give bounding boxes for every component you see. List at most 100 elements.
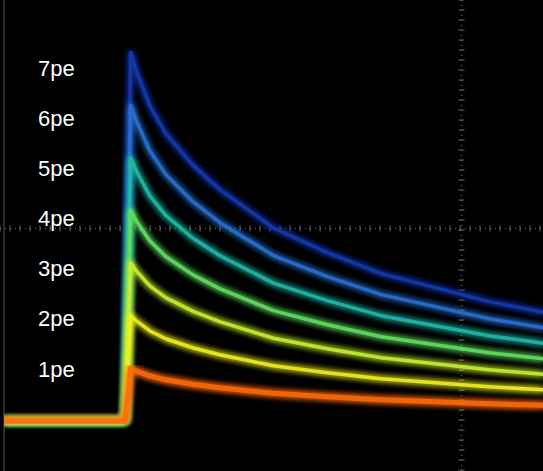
trace [4,210,543,420]
graticule-tick [459,140,465,141]
graticule-tick [410,225,411,231]
graticule-tick [210,225,211,231]
graticule-tick [459,470,465,471]
graticule-tick [470,225,471,231]
graticule [0,0,543,471]
graticule-tick [370,225,371,231]
graticule-tick [459,40,465,41]
graticule-tick [459,170,465,171]
graticule-tick [459,360,465,361]
graticule-tick [459,90,465,91]
graticule-tick [360,225,361,231]
graticule-tick [459,390,465,391]
graticule-tick [459,0,465,1]
graticule-tick [540,225,541,231]
graticule-tick [400,225,401,231]
graticule-tick [290,225,291,231]
graticule-tick [459,340,465,341]
y-tick-label: 3pe [38,256,75,281]
graticule-tick [520,225,521,231]
y-tick-label: 5pe [38,156,75,181]
graticule-tick [459,200,465,201]
graticule-tick [0,225,1,231]
graticule-tick [459,130,465,131]
graticule-tick [459,210,465,211]
graticule-tick [459,70,465,71]
graticule-tick [500,225,501,231]
graticule-tick [459,420,465,421]
graticule-tick [420,225,421,231]
y-tick-label: 1pe [38,357,75,382]
graticule-tick [459,270,465,271]
graticule-tick [260,225,261,231]
trace [4,263,543,421]
graticule-tick [250,225,251,231]
graticule-tick [100,225,101,231]
graticule-tick [530,225,531,231]
y-tick-label: 7pe [38,56,75,81]
graticule-tick [350,225,351,231]
traces [4,53,543,421]
graticule-tick [430,225,431,231]
graticule-tick [480,225,481,231]
graticule-tick [170,225,171,231]
graticule-tick [459,450,465,451]
graticule-tick [110,225,111,231]
graticule-tick [490,225,491,231]
graticule-tick [459,370,465,371]
graticule-tick [20,225,21,231]
graticule-tick [440,225,441,231]
graticule-tick [459,80,465,81]
graticule-tick [459,240,465,241]
trace [4,158,543,421]
graticule-tick [459,290,465,291]
background [0,0,543,471]
graticule-tick [380,225,381,231]
graticule-tick [390,225,391,231]
graticule-tick [459,380,465,381]
y-axis-line [4,0,5,471]
graticule-tick [160,225,161,231]
graticule-tick [459,280,465,281]
graticule-tick [459,440,465,441]
graticule-tick [30,225,31,231]
y-tick-label: 6pe [38,106,75,131]
graticule-tick [510,225,511,231]
graticule-tick [450,225,451,231]
graticule-tick [459,110,465,111]
graticule-tick [190,225,191,231]
graticule-tick [200,225,201,231]
graticule-tick [80,225,81,231]
trace [4,316,543,421]
graticule-tick [459,50,465,51]
graticule-tick [459,250,465,251]
graticule-tick [460,225,461,231]
graticule-tick [459,120,465,121]
graticule-tick [320,225,321,231]
graticule-tick [459,460,465,461]
graticule-tick [459,10,465,11]
trace [4,105,543,421]
graticule-tick [120,225,121,231]
y-tick-label: 2pe [38,306,75,331]
graticule-tick [459,180,465,181]
graticule-tick [240,225,241,231]
trace [4,368,543,421]
graticule-tick [220,225,221,231]
graticule-tick [310,225,311,231]
graticule-tick [459,260,465,261]
graticule-tick [459,300,465,301]
scope-chart: 1pe 2pe 3pe 4pe 5pe 6pe 7pe [0,0,543,471]
y-tick-labels: 1pe 2pe 3pe 4pe 5pe 6pe 7pe [38,56,75,382]
graticule-tick [150,225,151,231]
graticule-tick [300,225,301,231]
graticule-tick [459,150,465,151]
graticule-tick [459,20,465,21]
graticule-tick [459,60,465,61]
graticule-tick [459,190,465,191]
graticule-tick [459,220,465,221]
graticule-tick [340,225,341,231]
graticule-tick [459,100,465,101]
graticule-tick [459,410,465,411]
y-tick-label: 4pe [38,206,75,231]
